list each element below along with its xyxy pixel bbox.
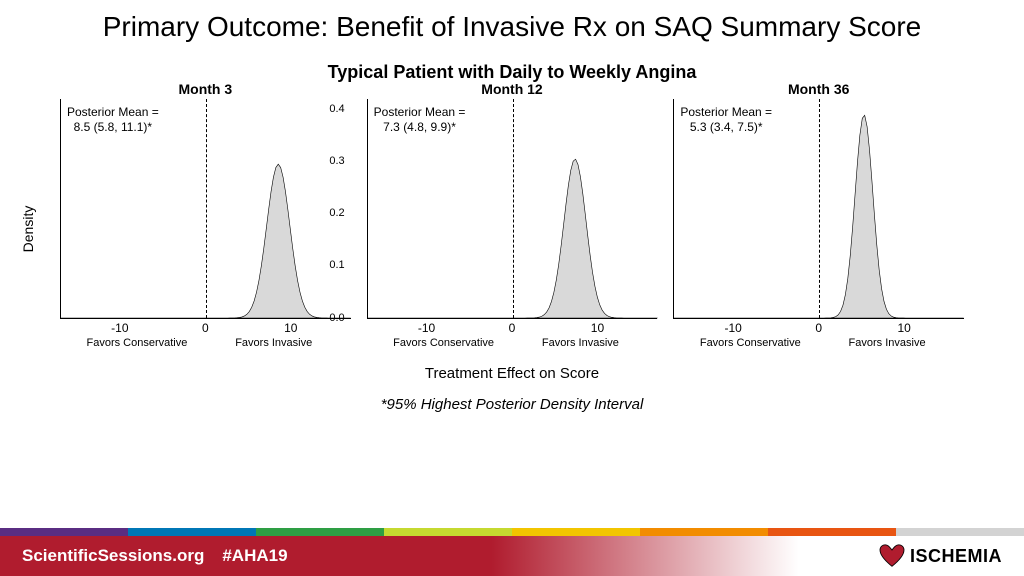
ytick-label: 0.3 (329, 155, 344, 167)
ytick-label: 0.1 (329, 259, 344, 271)
ytick-label: 0.4 (329, 103, 344, 115)
favors-conservative-label: Favors Conservative (87, 337, 188, 349)
zero-reference-line (819, 99, 820, 318)
xtick-label: 0 (202, 321, 209, 335)
x-axis-label: Treatment Effect on Score (0, 365, 1024, 382)
heart-icon (878, 544, 906, 568)
panel-title: Month 12 (359, 81, 666, 97)
xtick-label: -10 (111, 321, 128, 335)
footer-stripe (0, 528, 1024, 536)
xtick-label: -10 (725, 321, 742, 335)
footer-hashtag: #AHA19 (222, 546, 287, 566)
logo-text: ISCHEMIA (910, 546, 1002, 567)
slide-title: Primary Outcome: Benefit of Invasive Rx … (0, 0, 1024, 48)
ytick-label: 0.2 (329, 207, 344, 219)
plot-box: Posterior Mean =8.5 (5.8, 11.1)*0.00.10.… (60, 99, 351, 319)
zero-reference-line (206, 99, 207, 318)
posterior-mean-annotation: Posterior Mean =5.3 (3.4, 7.5)* (680, 105, 772, 135)
footnote: *95% Highest Posterior Density Interval (0, 396, 1024, 413)
panel-title: Month 36 (665, 81, 972, 97)
xtick-label: 10 (284, 321, 297, 335)
favors-invasive-label: Favors Invasive (542, 337, 619, 349)
slide-subtitle: Typical Patient with Daily to Weekly Ang… (0, 62, 1024, 83)
chart-area: Density Month 3Posterior Mean =8.5 (5.8,… (52, 99, 972, 359)
panel-title: Month 3 (52, 81, 359, 97)
panel-0: Month 3Posterior Mean =8.5 (5.8, 11.1)*0… (52, 99, 359, 359)
favors-conservative-label: Favors Conservative (393, 337, 494, 349)
posterior-mean-annotation: Posterior Mean =7.3 (4.8, 9.9)* (374, 105, 466, 135)
xtick-label: -10 (418, 321, 435, 335)
panel-2: Month 36Posterior Mean =5.3 (3.4, 7.5)*-… (665, 99, 972, 359)
footer-site: ScientificSessions.org (22, 546, 204, 566)
plot-box: Posterior Mean =7.3 (4.8, 9.9)* (367, 99, 658, 319)
footer: ScientificSessions.org #AHA19 ISCHEMIA (0, 528, 1024, 576)
plot-box: Posterior Mean =5.3 (3.4, 7.5)* (673, 99, 964, 319)
xtick-label: 10 (897, 321, 910, 335)
xtick-label: 0 (509, 321, 516, 335)
panel-1: Month 12Posterior Mean =7.3 (4.8, 9.9)*-… (359, 99, 666, 359)
ischemia-logo: ISCHEMIA (878, 544, 1002, 568)
favors-invasive-label: Favors Invasive (849, 337, 926, 349)
favors-invasive-label: Favors Invasive (235, 337, 312, 349)
footer-bar: ScientificSessions.org #AHA19 ISCHEMIA (0, 536, 1024, 576)
xtick-label: 10 (591, 321, 604, 335)
zero-reference-line (513, 99, 514, 318)
favors-conservative-label: Favors Conservative (700, 337, 801, 349)
posterior-mean-annotation: Posterior Mean =8.5 (5.8, 11.1)* (67, 105, 159, 135)
xtick-label: 0 (815, 321, 822, 335)
y-axis-label: Density (20, 205, 36, 252)
